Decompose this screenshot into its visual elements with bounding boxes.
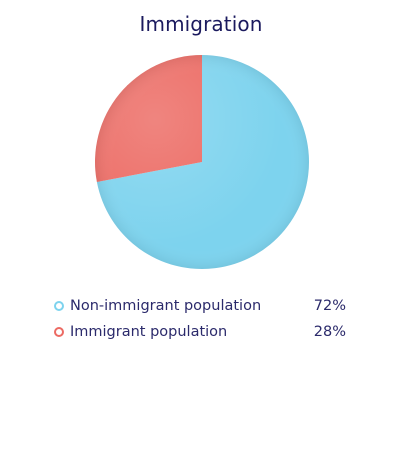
legend-marker-non-immigrant: [54, 301, 64, 311]
pie-svg: [94, 55, 309, 269]
legend-value: 72%: [313, 298, 346, 314]
chart-legend: Non-immigrant population 72% Immigrant p…: [54, 296, 354, 348]
legend-label: Non-immigrant population: [70, 298, 262, 314]
legend-marker-immigrant: [54, 327, 64, 337]
chart-title: Immigration: [139, 12, 263, 36]
legend-item-non-immigrant[interactable]: Non-immigrant population 72%: [54, 296, 354, 322]
pie-slice-immigrant-population[interactable]: [94, 55, 202, 183]
legend-item-immigrant[interactable]: Immigrant population 28%: [54, 322, 354, 348]
legend-label: Immigrant population: [70, 324, 228, 340]
pie-chart: [92, 52, 312, 272]
legend-value: 28%: [313, 324, 346, 340]
